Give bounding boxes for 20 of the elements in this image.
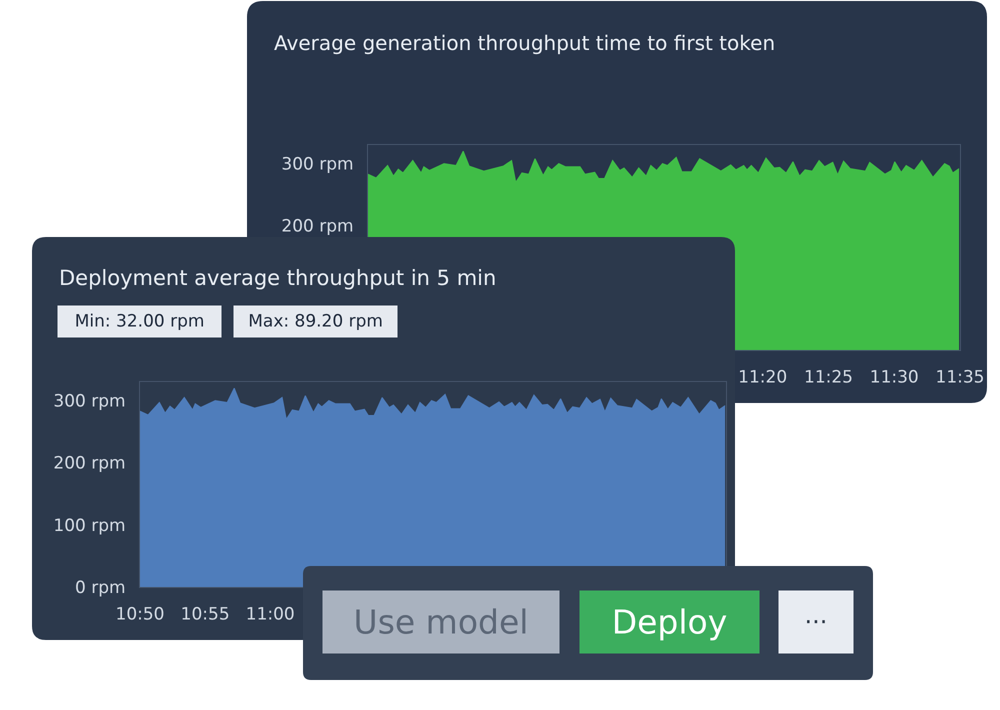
text: ···	[804, 608, 828, 636]
y-tick-label: 300 rpm	[53, 392, 126, 412]
x-tick-label: 10:55	[180, 604, 230, 624]
x-tick-label: 11:35	[936, 367, 984, 388]
x-tick-label: 11:30	[870, 367, 919, 388]
text: Deploy	[612, 602, 728, 642]
x-tick-label: 10:50	[116, 604, 164, 624]
x-tick-label: 11:20	[738, 367, 788, 388]
x-tick-label: 11:00	[246, 604, 295, 624]
chart-title: Average generation throughput time to first token	[274, 31, 776, 55]
chart-title: Deployment average throughput in 5 min	[59, 266, 496, 290]
text: Use model	[354, 602, 528, 642]
text: Min: 32.00 rpm	[74, 312, 204, 332]
y-tick-label: 200 rpm	[281, 216, 354, 237]
x-tick-label: 11:25	[804, 367, 853, 388]
y-tick-label: 200 rpm	[53, 454, 126, 474]
y-tick-label: 100 rpm	[53, 516, 126, 536]
y-tick-label: 0 rpm	[75, 578, 126, 598]
y-tick-label: 300 rpm	[281, 154, 354, 175]
annotation: Max: 89.20 rpm	[248, 312, 383, 332]
